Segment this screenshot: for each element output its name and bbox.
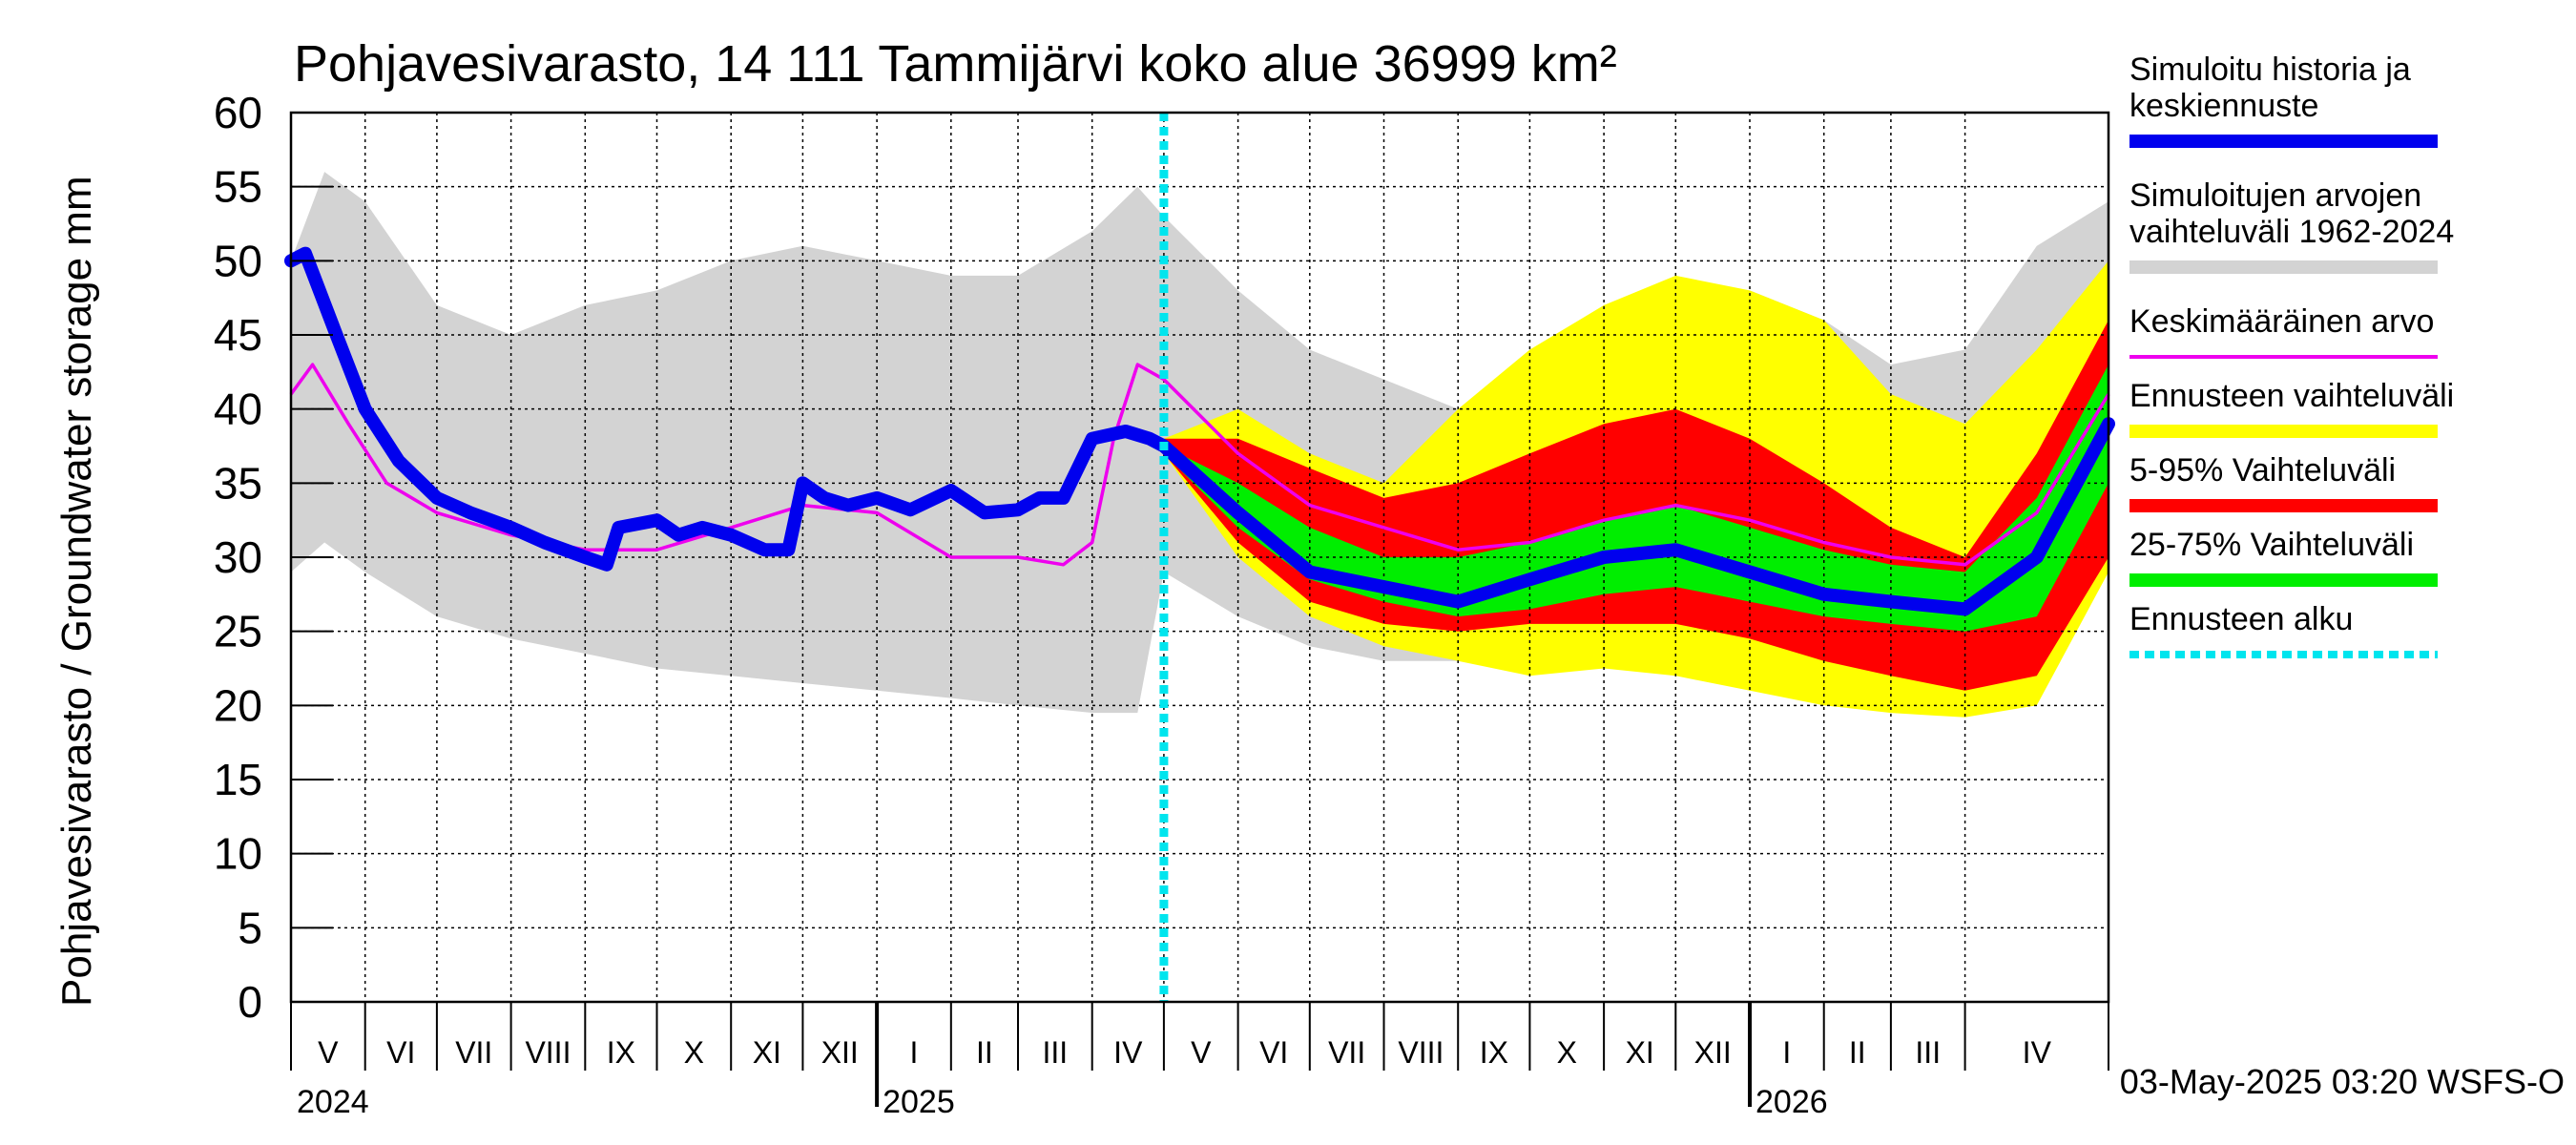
month-label: IX	[1480, 1035, 1508, 1070]
month-label: VII	[455, 1035, 492, 1070]
legend-label: keskiennuste	[2129, 88, 2318, 124]
timestamp: 03-May-2025 03:20 WSFS-O	[2120, 1062, 2565, 1101]
y-axis-label: Pohjavesivarasto / Groundwater storage m…	[53, 176, 100, 1007]
y-tick-label: 20	[214, 680, 262, 730]
month-label: X	[1557, 1035, 1577, 1070]
month-label: IV	[1113, 1035, 1143, 1070]
y-tick-label: 50	[214, 236, 262, 285]
month-label: X	[684, 1035, 704, 1070]
month-label: V	[1191, 1035, 1212, 1070]
legend-label: Simuloitu historia ja	[2129, 52, 2411, 88]
month-label: IV	[2023, 1035, 2052, 1070]
month-label: XII	[1694, 1035, 1732, 1070]
legend-label: Simuloitujen arvojen	[2129, 177, 2421, 214]
y-tick-label: 0	[238, 977, 262, 1027]
month-label: VIII	[1398, 1035, 1444, 1070]
lines-layer	[284, 113, 2115, 1002]
legend-label: Ennusteen vaihteluväli	[2129, 378, 2454, 414]
year-label: 2026	[1755, 1084, 1828, 1120]
month-label: XII	[821, 1035, 859, 1070]
month-label: V	[318, 1035, 339, 1070]
legend-label: Keskimääräinen arvo	[2129, 303, 2434, 340]
y-tick-label: 35	[214, 458, 262, 508]
bands-layer	[291, 172, 2109, 718]
month-label: XI	[1626, 1035, 1654, 1070]
y-tick-label: 15	[214, 755, 262, 804]
y-tick-label: 30	[214, 532, 262, 582]
year-label: 2024	[297, 1084, 369, 1120]
y-tick-label: 55	[214, 162, 262, 212]
y-tick-label: 45	[214, 310, 262, 360]
month-label: VIII	[525, 1035, 571, 1070]
chart-title: Pohjavesivarasto, 14 111 Tammijärvi koko…	[294, 35, 1617, 93]
history-forecast-line	[284, 246, 2115, 616]
month-label: I	[910, 1035, 919, 1070]
month-label: VI	[386, 1035, 415, 1070]
month-label: I	[1782, 1035, 1791, 1070]
y-tick-label: 5	[238, 903, 262, 952]
month-label: VI	[1259, 1035, 1288, 1070]
y-tick-label: 60	[214, 88, 262, 137]
legend-label: Ennusteen alku	[2129, 601, 2353, 637]
month-label: XI	[753, 1035, 781, 1070]
month-label: II	[976, 1035, 993, 1070]
month-label: IX	[607, 1035, 635, 1070]
year-label: 2025	[883, 1084, 955, 1120]
month-label: II	[1849, 1035, 1866, 1070]
grid-layer	[291, 113, 2109, 1002]
month-label: VII	[1328, 1035, 1365, 1070]
p25-75-band	[1163, 364, 2109, 632]
y-tick-label: 10	[214, 829, 262, 879]
y-tick-label: 40	[214, 385, 262, 434]
month-label: III	[1915, 1035, 1941, 1070]
legend-label: 25-75% Vaihteluväli	[2129, 527, 2414, 563]
y-tick-label: 25	[214, 607, 262, 656]
legend-label: 5-95% Vaihteluväli	[2129, 452, 2396, 489]
legend-label: vaihteluväli 1962-2024	[2129, 214, 2454, 250]
month-label: III	[1043, 1035, 1069, 1070]
plot-frame	[289, 111, 2110, 1004]
